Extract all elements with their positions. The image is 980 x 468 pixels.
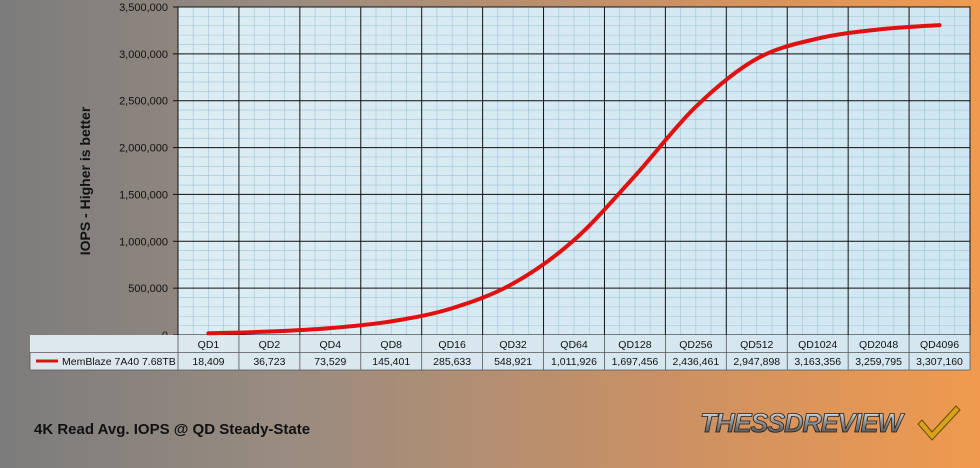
x-category-label: QD4	[320, 339, 342, 351]
x-category-label: QD16	[438, 339, 466, 351]
data-label: 2,947,898	[733, 356, 780, 368]
checkmark-icon	[917, 405, 961, 441]
y-tick-label: 1,000,000	[119, 236, 168, 248]
x-axis-categories: QD1 QD2 QD4 QD8 QD16 QD32 QD64 QD128 QD256 QD512 Q…	[198, 339, 960, 351]
x-category-label: QD256	[679, 339, 712, 351]
y-tick-label: 3,500,000	[119, 2, 168, 14]
data-label: 1,011,926	[551, 356, 597, 368]
data-label: 2,436,461	[672, 356, 719, 368]
x-category-label: QD2	[259, 339, 281, 351]
x-category-label: QD4096	[920, 339, 959, 351]
data-label: 285,633	[433, 356, 471, 368]
logo-wordmark: THESSDREVIEW	[700, 408, 905, 438]
series-line-memblaze	[206, 23, 942, 336]
x-category-label: QD512	[740, 339, 773, 351]
data-label: 3,163,356	[794, 356, 841, 368]
data-label: 3,259,795	[855, 356, 902, 368]
data-label: 145,401	[372, 356, 410, 368]
y-tick-label: 1,500,000	[119, 189, 168, 201]
data-label: 548,921	[494, 356, 532, 368]
x-category-label: QD64	[560, 339, 588, 351]
x-category-label: QD1	[198, 339, 220, 351]
y-tick-label: 2,000,000	[119, 143, 168, 155]
x-category-label: QD128	[618, 339, 651, 351]
data-label: 3,307,160	[916, 356, 963, 368]
thessdreview-logo: THESSDREVIEW	[700, 405, 961, 441]
y-tick-label: 2,500,000	[119, 96, 168, 108]
y-axis-ticks: 0500,0001,000,0001,500,0002,000,0002,500…	[119, 2, 178, 342]
data-label: 1,697,456	[612, 356, 659, 368]
x-category-label: QD8	[380, 339, 402, 351]
data-table-grid	[29, 335, 971, 371]
data-label: 73,529	[314, 356, 346, 368]
legend-label: MemBlaze 7A40 7.68TB	[62, 356, 176, 368]
data-table-values: 18,409 36,723 73,529 145,401 285,633 548,921 1…	[192, 356, 963, 368]
x-category-label: QD2048	[859, 339, 898, 351]
data-label: 18,409	[192, 356, 224, 368]
y-tick-label: 500,000	[128, 283, 168, 295]
y-tick-label: 3,000,000	[119, 49, 168, 61]
x-category-label: QD32	[499, 339, 527, 351]
chart-caption: 4K Read Avg. IOPS @ QD Steady-State	[34, 421, 311, 438]
y-axis-label: IOPS - Higher is better	[77, 106, 93, 255]
x-category-label: QD1024	[798, 339, 837, 351]
data-label: 36,723	[253, 356, 285, 368]
